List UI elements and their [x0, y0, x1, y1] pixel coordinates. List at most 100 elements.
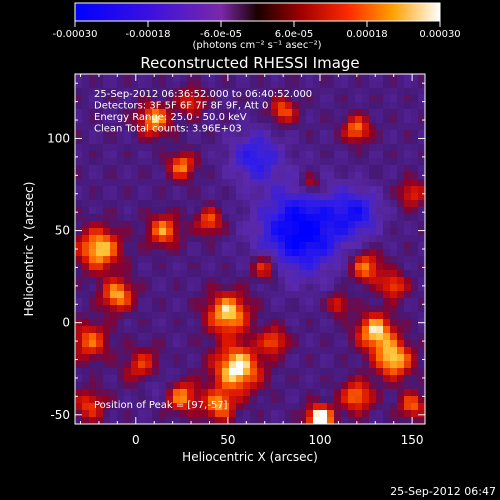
heatmap-cell	[243, 256, 251, 264]
heatmap-cell	[131, 137, 139, 145]
heatmap-cell	[215, 347, 223, 355]
heatmap-cell	[313, 179, 321, 187]
heatmap-cell	[320, 116, 328, 124]
heatmap-cell	[124, 277, 132, 285]
heatmap-cell	[145, 403, 153, 411]
heatmap-cell	[166, 207, 174, 215]
heatmap-cell	[327, 263, 335, 271]
heatmap-cell	[383, 354, 391, 362]
heatmap-cell	[327, 305, 335, 313]
heatmap-cell	[306, 116, 314, 124]
heatmap-cell	[96, 298, 104, 306]
heatmap-cell	[292, 305, 300, 313]
heatmap-cell	[208, 235, 216, 243]
heatmap-cell	[327, 123, 335, 131]
heatmap-cell	[131, 102, 139, 110]
heatmap-cell	[131, 81, 139, 89]
heatmap-cell	[180, 123, 188, 131]
heatmap-cell	[82, 116, 90, 124]
heatmap-cell	[341, 256, 349, 264]
heatmap-cell	[243, 319, 251, 327]
heatmap-cell	[285, 74, 293, 82]
heatmap-cell	[110, 326, 118, 334]
heatmap-cell	[327, 396, 335, 404]
heatmap-cell	[376, 270, 384, 278]
heatmap-cell	[145, 151, 153, 159]
heatmap-cell	[341, 221, 349, 229]
heatmap-cell	[418, 193, 425, 201]
heatmap-cell	[383, 144, 391, 152]
heatmap-cell	[257, 228, 265, 236]
heatmap-cell	[362, 389, 370, 397]
heatmap-cell	[313, 95, 321, 103]
heatmap-cell	[215, 102, 223, 110]
heatmap-cell	[355, 151, 363, 159]
heatmap-cell	[355, 382, 363, 390]
heatmap-cell	[250, 361, 258, 369]
heatmap-cell	[397, 102, 405, 110]
heatmap-cell	[264, 88, 272, 96]
heatmap-cell	[187, 200, 195, 208]
heatmap-cell	[152, 403, 160, 411]
heatmap-cell	[124, 347, 132, 355]
heatmap-cell	[208, 270, 216, 278]
heatmap-cell	[124, 326, 132, 334]
heatmap-cell	[418, 172, 425, 180]
heatmap-cell	[138, 144, 146, 152]
heatmap-cell	[124, 179, 132, 187]
heatmap-cell	[264, 165, 272, 173]
heatmap-cell	[138, 158, 146, 166]
heatmap-cell	[173, 109, 181, 117]
heatmap-cell	[89, 74, 97, 82]
heatmap-cell	[264, 144, 272, 152]
heatmap-cell	[327, 228, 335, 236]
heatmap-cell	[103, 144, 111, 152]
heatmap-cell	[159, 81, 167, 89]
heatmap-cell	[236, 403, 244, 411]
heatmap-cell	[243, 298, 251, 306]
heatmap-cell	[390, 144, 398, 152]
heatmap-cell	[257, 263, 265, 271]
heatmap-cell	[82, 172, 90, 180]
heatmap-cell	[110, 277, 118, 285]
heatmap-cell	[117, 389, 125, 397]
heatmap-cell	[180, 172, 188, 180]
heatmap-cell	[369, 277, 377, 285]
heatmap-cell	[180, 361, 188, 369]
heatmap-cell	[180, 221, 188, 229]
heatmap-cell	[201, 109, 209, 117]
heatmap-cell	[285, 88, 293, 96]
heatmap-cell	[124, 235, 132, 243]
heatmap-cell	[166, 228, 174, 236]
heatmap-cell	[390, 333, 398, 341]
heatmap-cell	[75, 333, 83, 341]
heatmap-cell	[124, 200, 132, 208]
heatmap-cell	[390, 242, 398, 250]
heatmap-cell	[75, 347, 83, 355]
heatmap-cell	[306, 305, 314, 313]
heatmap-cell	[320, 333, 328, 341]
heatmap-cell	[187, 347, 195, 355]
heatmap-cell	[89, 375, 97, 383]
heatmap-cell	[320, 389, 328, 397]
heatmap-cell	[271, 116, 279, 124]
heatmap-cell	[243, 375, 251, 383]
heatmap-cell	[271, 186, 279, 194]
heatmap-cell	[313, 389, 321, 397]
heatmap-cell	[243, 186, 251, 194]
heatmap-cell	[306, 193, 314, 201]
heatmap-cell	[411, 284, 419, 292]
heatmap-cell	[215, 340, 223, 348]
heatmap-cell	[299, 109, 307, 117]
heatmap-cell	[390, 172, 398, 180]
heatmap-cell	[236, 312, 244, 320]
heatmap-cell	[292, 368, 300, 376]
heatmap-cell	[271, 389, 279, 397]
heatmap-cell	[194, 228, 202, 236]
heatmap-cell	[404, 193, 412, 201]
heatmap-cell	[278, 74, 286, 82]
heatmap-cell	[411, 347, 419, 355]
heatmap-cell	[292, 312, 300, 320]
heatmap-cell	[362, 74, 370, 82]
heatmap-cell	[285, 319, 293, 327]
